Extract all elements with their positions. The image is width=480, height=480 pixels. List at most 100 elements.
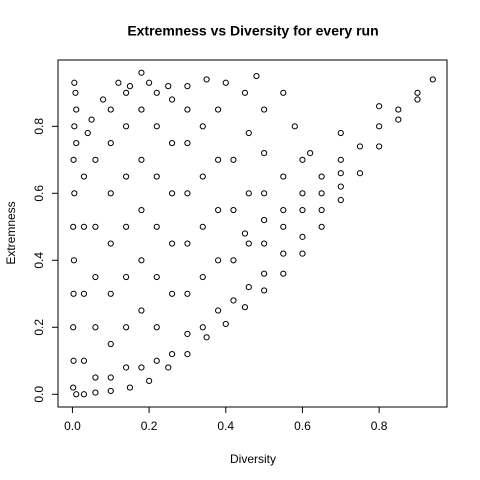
point [337,156,344,163]
point [261,217,268,224]
point [307,150,314,157]
y-tick-label: 0.0 [32,386,46,403]
point [245,283,252,291]
point [71,79,78,86]
point [199,223,206,230]
point [261,106,268,113]
point [145,79,153,86]
point [70,384,77,391]
point [261,270,268,277]
point [153,324,160,331]
point [215,307,222,314]
point [291,123,298,130]
point [138,69,145,76]
point [222,79,229,86]
point [356,170,364,177]
point [107,240,114,247]
point [184,106,191,113]
point [73,106,80,113]
point [122,123,130,130]
point [92,389,99,396]
x-tick-label: 0.4 [217,419,234,433]
point [203,334,210,341]
x-tick-label: 0.2 [141,419,158,433]
point [318,206,325,214]
point [376,123,383,130]
point [80,357,88,364]
point [299,190,306,197]
point [245,129,252,137]
point [184,350,191,358]
point [169,240,176,247]
point [169,139,176,147]
point [138,257,145,264]
point [245,190,252,197]
point [414,89,421,96]
point [153,357,160,364]
point [280,250,287,257]
point [215,156,222,163]
x-axis-label: Diversity [230,452,276,466]
point [241,304,249,311]
point [107,139,114,147]
point [107,340,114,348]
point [73,139,80,147]
point [299,156,306,163]
point [88,116,95,123]
point [199,324,206,331]
point [169,350,176,358]
point [222,320,229,328]
plot-frame [57,59,448,408]
point [70,257,78,264]
point [215,106,222,113]
point [165,364,172,371]
point [429,76,436,83]
point [169,96,176,103]
point [199,273,206,281]
x-tick-label: 0.0 [64,419,81,433]
point [337,183,344,190]
point [184,190,191,197]
point [337,129,344,137]
point [395,106,402,113]
point [70,156,77,163]
point [280,89,287,96]
point [107,190,114,197]
point [80,223,88,230]
point [414,96,421,103]
point [99,96,107,103]
point [253,72,260,80]
point [184,139,191,147]
point [261,190,268,197]
y-axis-label: Extremness [4,201,18,264]
point [107,106,114,113]
point [199,123,206,130]
point [92,324,99,331]
point [184,290,191,297]
point [299,233,306,240]
point [230,257,237,264]
point [203,76,210,83]
point [92,374,99,381]
point [145,377,153,384]
point [72,89,79,96]
point [230,156,237,163]
point [169,190,176,197]
point [138,307,145,314]
point [70,324,77,331]
y-tick-label: 0.6 [32,185,46,202]
point [337,196,344,204]
point [71,190,78,197]
point [376,143,383,150]
point [261,240,268,247]
point [138,106,145,113]
point [126,384,134,391]
point [318,223,325,230]
point [215,206,222,214]
point [356,143,364,150]
point [280,173,287,180]
point [92,273,99,281]
point [199,173,206,180]
point [153,123,160,130]
point [245,240,252,247]
